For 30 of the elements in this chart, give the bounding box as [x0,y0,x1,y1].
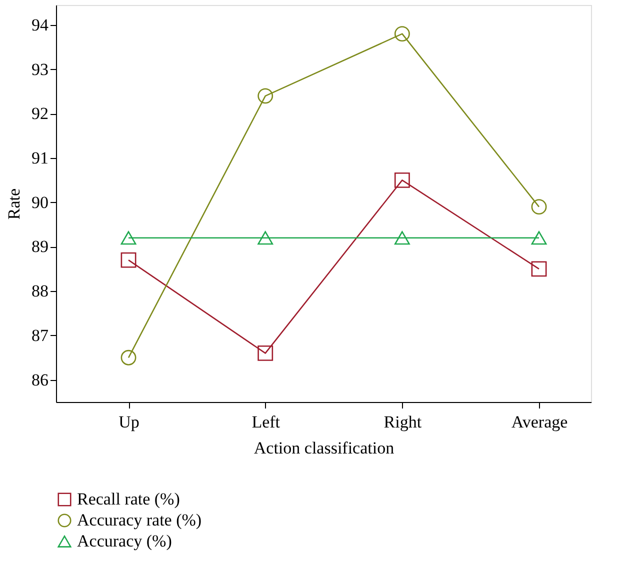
legend-label: Accuracy rate (%) [77,510,202,530]
y-axis-title: Rate [4,188,24,220]
x-tick-label: Up [118,412,140,432]
point [258,88,274,104]
y-tick-label: 92 [32,104,48,124]
legend-label: Recall rate (%) [77,490,180,508]
y-tick-label: 90 [32,192,48,212]
x-tick-label: Left [252,412,280,432]
point [531,231,547,245]
y-tick-label: 87 [32,326,49,345]
y-tick-label: 91 [32,148,48,168]
point [120,252,136,268]
point [531,261,547,277]
point [531,199,547,215]
point [120,350,136,366]
x-axis-title: Action classification [254,438,395,458]
point [394,172,410,188]
y-tick-label: 89 [32,237,48,256]
y-tick-label: 86 [32,370,48,390]
y-tick-label: 88 [32,282,48,301]
point [120,231,136,245]
y-tick-label: 93 [32,60,48,79]
x-tick-label: Average [511,412,568,432]
point [394,26,410,42]
point [258,345,274,361]
point [258,231,274,245]
point [394,231,410,245]
legend-label: Accuracy (%) [77,532,172,550]
x-tick-label: Right [384,412,422,432]
y-tick-label: 94 [32,15,49,34]
